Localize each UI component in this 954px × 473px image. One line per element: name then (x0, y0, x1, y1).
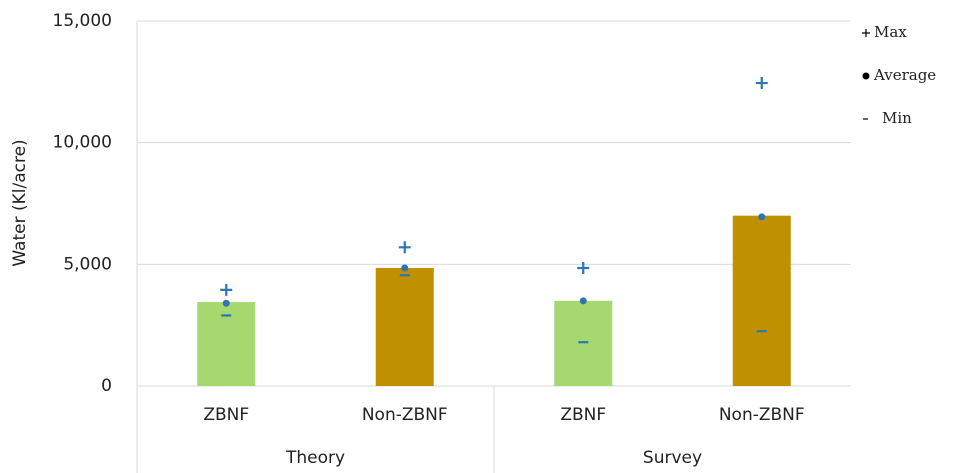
y-tick-label: 5,000 (63, 254, 112, 274)
average-marker (401, 264, 409, 272)
x-tick-label: Non-ZBNF (362, 405, 448, 425)
average-marker (579, 297, 587, 305)
x-tick-label: Non-ZBNF (719, 405, 805, 425)
x-tick-label: ZBNF (203, 405, 249, 425)
bar (375, 267, 434, 386)
legend-symbol (862, 72, 870, 80)
average-marker (758, 213, 766, 221)
x-tick-label: ZBNF (560, 405, 606, 425)
max-marker (755, 77, 768, 90)
group-label: Theory (285, 448, 345, 468)
y-tick-label: 10,000 (53, 133, 112, 153)
y-tick-label: 15,000 (53, 11, 112, 31)
legend-symbol (862, 29, 870, 37)
y-tick-label: 0 (101, 376, 112, 396)
max-marker (220, 283, 233, 296)
average-marker (222, 299, 230, 307)
bar (554, 300, 613, 386)
legend-label: Max (874, 23, 907, 41)
bar (732, 215, 791, 386)
y-axis-label: Water (Kl/acre) (10, 139, 30, 266)
group-label: Survey (643, 448, 702, 468)
legend: Max Average Min (862, 23, 936, 127)
max-marker (577, 261, 590, 274)
legend-label: Min (882, 109, 912, 127)
max-marker (398, 241, 411, 254)
legend-label: Average (873, 66, 936, 84)
